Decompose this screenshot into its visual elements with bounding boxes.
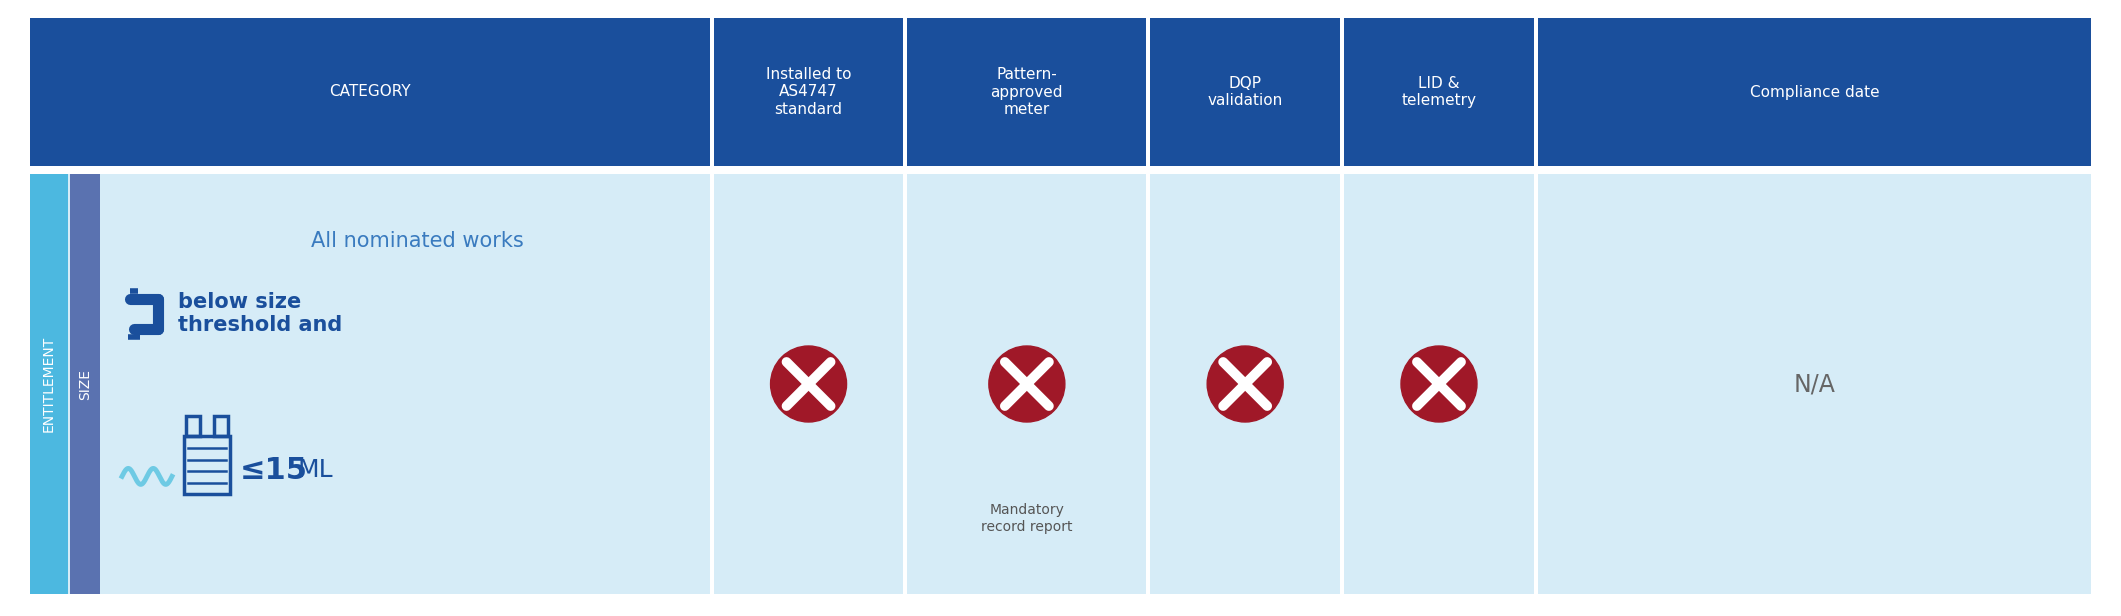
Text: ≤15: ≤15 bbox=[240, 456, 308, 485]
Text: ML: ML bbox=[297, 458, 333, 482]
FancyBboxPatch shape bbox=[30, 174, 68, 594]
Text: All nominated works: All nominated works bbox=[312, 231, 524, 251]
Circle shape bbox=[1402, 346, 1476, 422]
FancyBboxPatch shape bbox=[30, 18, 711, 166]
FancyBboxPatch shape bbox=[1345, 18, 1533, 166]
FancyBboxPatch shape bbox=[30, 174, 711, 594]
FancyBboxPatch shape bbox=[1345, 174, 1533, 594]
Text: DQP
validation: DQP validation bbox=[1207, 76, 1283, 108]
FancyBboxPatch shape bbox=[908, 18, 1145, 166]
FancyBboxPatch shape bbox=[1150, 174, 1340, 594]
Text: Compliance date: Compliance date bbox=[1750, 84, 1879, 100]
Text: SIZE: SIZE bbox=[78, 368, 91, 400]
Circle shape bbox=[1207, 346, 1283, 422]
Text: CATEGORY: CATEGORY bbox=[329, 84, 411, 100]
FancyBboxPatch shape bbox=[1538, 174, 2091, 594]
Text: Pattern-
approved
meter: Pattern- approved meter bbox=[991, 67, 1063, 117]
FancyBboxPatch shape bbox=[70, 174, 100, 594]
Text: Installed to
AS4747
standard: Installed to AS4747 standard bbox=[766, 67, 851, 117]
FancyBboxPatch shape bbox=[1538, 18, 2091, 166]
FancyBboxPatch shape bbox=[713, 174, 904, 594]
FancyBboxPatch shape bbox=[908, 174, 1145, 594]
Circle shape bbox=[770, 346, 846, 422]
Text: ENTITLEMENT: ENTITLEMENT bbox=[42, 336, 55, 432]
Text: below size
threshold and: below size threshold and bbox=[178, 292, 341, 335]
FancyBboxPatch shape bbox=[713, 18, 904, 166]
Text: LID &
telemetry: LID & telemetry bbox=[1402, 76, 1476, 108]
FancyBboxPatch shape bbox=[1150, 18, 1340, 166]
Circle shape bbox=[988, 346, 1065, 422]
Text: Mandatory
record report: Mandatory record report bbox=[982, 503, 1073, 533]
Text: N/A: N/A bbox=[1794, 372, 1835, 396]
